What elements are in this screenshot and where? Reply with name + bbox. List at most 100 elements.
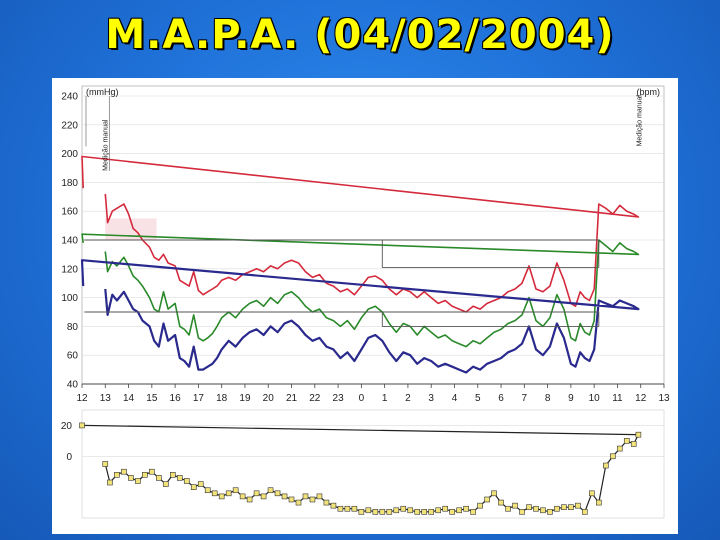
x-tick-label: 14: [123, 393, 135, 404]
lower-point: [505, 505, 511, 512]
lower-point: [400, 505, 407, 512]
lower-point: [204, 487, 211, 494]
series-line-1: [81, 233, 640, 348]
lower-point: [498, 499, 504, 506]
x-tick-label: 7: [522, 393, 528, 404]
y-tick-label: 80: [67, 322, 79, 333]
x-tick-label: 9: [568, 393, 574, 404]
x-tick-label: 4: [452, 393, 458, 404]
lower-point: [616, 445, 623, 452]
lower-point: [623, 438, 630, 444]
lower-point: [533, 505, 539, 512]
x-tick-label: 12: [635, 393, 647, 404]
band-day-start: [105, 218, 157, 240]
annotation-manual-start: Medição manual: [102, 119, 109, 171]
x-tick-label: 12: [76, 393, 88, 404]
x-tick-label: 0: [359, 393, 365, 404]
lower-point: [540, 507, 546, 514]
lower-point: [442, 505, 448, 512]
unit-right: (bpm): [636, 87, 660, 97]
lower-point: [253, 490, 260, 497]
lower-point: [526, 504, 532, 511]
lower-point: [589, 490, 595, 497]
x-tick-label: 13: [100, 393, 112, 404]
lower-point: [330, 502, 337, 509]
series-line-0: [81, 155, 640, 313]
lower-point: [246, 496, 253, 503]
lower-point: [519, 509, 525, 515]
lower-point: [121, 468, 127, 475]
lower-axis: 0 20: [61, 421, 73, 463]
lower-point: [435, 507, 441, 514]
lower-point: [351, 505, 358, 512]
lower-series: [79, 422, 642, 515]
lower-point: [302, 493, 309, 500]
lower-point: [372, 509, 379, 515]
lower-point: [463, 505, 469, 512]
x-tick-label: 15: [146, 393, 158, 404]
lower-point: [582, 509, 588, 515]
lower-point: [470, 509, 476, 515]
lower-point: [491, 490, 497, 497]
lower-point: [554, 505, 560, 512]
lower-point: [337, 505, 344, 512]
lower-y-tick-label: 20: [61, 421, 73, 432]
lower-point: [169, 471, 176, 478]
x-tick-label: 10: [589, 393, 601, 404]
lower-point: [575, 502, 581, 509]
lower-point: [635, 431, 642, 438]
y-tick-label: 140: [61, 236, 78, 247]
lower-point: [421, 509, 428, 515]
lower-point: [561, 504, 567, 511]
lower-point: [211, 490, 218, 497]
lower-point: [630, 441, 637, 447]
x-tick-label: 22: [309, 393, 321, 404]
series-line-4: [84, 311, 600, 327]
lower-point: [163, 481, 169, 487]
lower-point: [358, 509, 365, 515]
lower-point: [568, 504, 574, 511]
lower-point: [547, 509, 553, 515]
x-tick-label: 13: [658, 393, 670, 404]
lower-point: [260, 493, 267, 500]
lower-point: [142, 471, 148, 478]
slide-title: M.A.P.A. (04/02/2004): [105, 12, 615, 58]
lower-point: [449, 509, 455, 515]
lower-point: [316, 493, 323, 500]
lower-point: [107, 479, 113, 486]
lower-point: [274, 490, 281, 497]
y-tick-label: 240: [61, 92, 78, 103]
x-tick-label: 21: [286, 393, 298, 404]
lower-point: [323, 499, 330, 506]
lower-point: [379, 509, 386, 515]
lower-point: [393, 507, 400, 514]
lower-point: [267, 487, 274, 494]
lower-point: [135, 478, 141, 484]
lower-point: [114, 471, 120, 478]
x-tick-label: 19: [239, 393, 251, 404]
unit-left: (mmHg): [86, 87, 119, 97]
lower-point: [281, 493, 288, 500]
lower-point: [288, 496, 295, 503]
x-tick-label: 16: [170, 393, 182, 404]
lower-point: [295, 499, 302, 506]
x-tick-label: 23: [333, 393, 345, 404]
x-tick-label: 2: [405, 393, 411, 404]
lower-point: [456, 507, 462, 514]
x-tick-label: 11: [612, 393, 623, 404]
lower-point: [197, 481, 204, 487]
annotations: Medição manual Medição manual: [85, 95, 644, 171]
x-tick-label: 6: [498, 393, 504, 404]
y-tick-label: 100: [61, 293, 78, 304]
x-tick-label: 18: [216, 393, 228, 404]
lower-point: [428, 509, 435, 515]
y-tick-label: 180: [61, 178, 78, 189]
lower-point: [128, 475, 134, 481]
x-tick-label: 17: [193, 393, 205, 404]
lower-point: [183, 478, 190, 484]
lower-point: [386, 509, 393, 515]
lower-point: [218, 493, 225, 500]
lower-point: [609, 453, 616, 460]
x-tick-label: 1: [382, 393, 388, 404]
